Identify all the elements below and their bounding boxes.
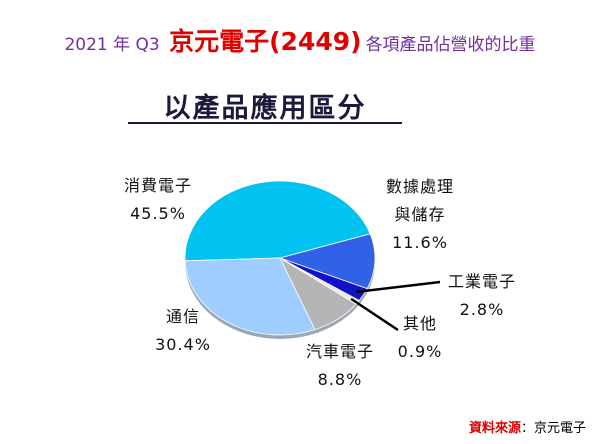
value-label: 30.4% (155, 335, 211, 354)
slice-label: 汽車電子 8.8% (306, 338, 374, 394)
slice-label: 通信 30.4% (155, 303, 211, 359)
title-part: 2021 年 Q3 (64, 35, 160, 55)
underline (128, 122, 402, 124)
category-label: 其他 (402, 314, 437, 333)
value-label: 2.8% (459, 300, 505, 319)
category-label: 工業電子 (447, 272, 517, 291)
leader-line (356, 280, 441, 294)
category-label: 汽車電子 (305, 342, 375, 361)
value-label: 8.8% (317, 370, 363, 389)
pie-slice (184, 180, 371, 262)
source: 資料來源：京元電子 (469, 417, 586, 436)
category-label: 數據處理 與儲存 (385, 177, 455, 224)
pie-slice (184, 257, 316, 336)
slice-label: 數據處理 與儲存 11.6% (386, 173, 454, 257)
title-part: 各項產品佔營收的比重 (365, 35, 536, 55)
leader-line (350, 297, 399, 332)
slice-label: 工業電子 2.8% (448, 268, 516, 324)
pie-slice (278, 233, 376, 290)
source-text: ：京元電子 (520, 421, 586, 436)
slice-label: 消費電子 45.5% (124, 172, 192, 228)
value-label: 45.5% (130, 204, 186, 223)
category-label: 通信 (165, 307, 201, 326)
value-label: 0.9% (397, 342, 443, 361)
category-label: 消費電子 (123, 176, 193, 195)
title: 2021 年 Q3 京元電子(2449) 各項產品佔營收的比重 (0, 22, 600, 58)
slice-label: 其他 0.9% (398, 310, 443, 366)
subtitle: 以產品應用區分 (163, 93, 367, 124)
value-label: 11.6% (392, 233, 448, 252)
source-label: 資料來源 (468, 421, 521, 436)
title-part: 京元電子(2449) (169, 27, 362, 56)
